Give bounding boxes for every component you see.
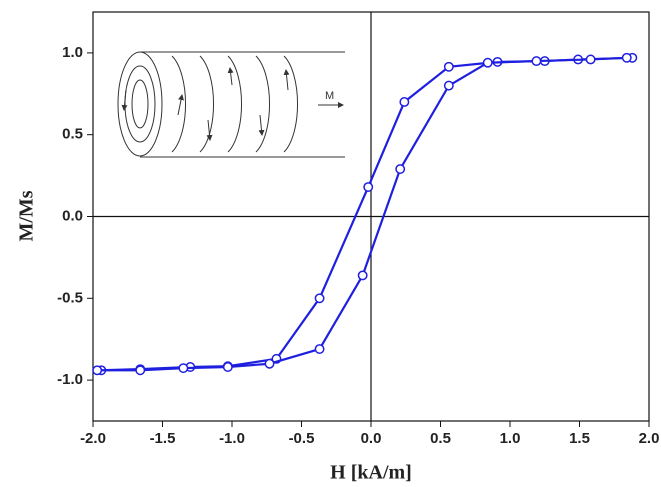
x-tick-label: 2.0 [639,430,660,447]
inset-label: M [325,90,334,102]
x-tick-label: 1.5 [569,430,590,447]
x-tick-label: -1.0 [219,430,245,447]
y-axis-label: M/Ms [16,190,38,241]
data-point [443,80,454,91]
data-point [443,61,454,72]
data-point [621,52,632,63]
data-point [399,97,410,107]
data-point [314,293,325,304]
x-tick-label: -2.0 [80,430,106,447]
data-point [357,270,368,281]
data-point [92,365,103,376]
x-axis-label: H [kA/m] [330,462,412,484]
data-point [178,363,189,374]
series-line [97,56,627,372]
data-point [222,362,233,372]
x-tick-label: 0.0 [361,430,382,447]
x-tick-label: -0.5 [289,430,315,447]
data-point [363,182,374,193]
data-point [482,57,493,68]
x-tick-label: 0.5 [430,430,451,447]
data-point [395,164,406,175]
x-tick-label: -1.5 [150,430,176,447]
inset-diagram [117,51,345,158]
data-point [585,54,596,65]
data-point [531,56,542,67]
x-tick-label: 1.0 [500,430,521,447]
y-tick-label: 1.0 [62,44,83,61]
data-point [135,365,146,376]
y-tick-label: 0.5 [62,126,83,143]
y-tick-label: 0.0 [62,207,83,224]
data-point [264,358,275,369]
data-point [314,344,325,354]
y-tick-label: -0.5 [57,289,83,306]
y-tick-label: -1.0 [57,371,83,388]
series-line [101,56,633,372]
